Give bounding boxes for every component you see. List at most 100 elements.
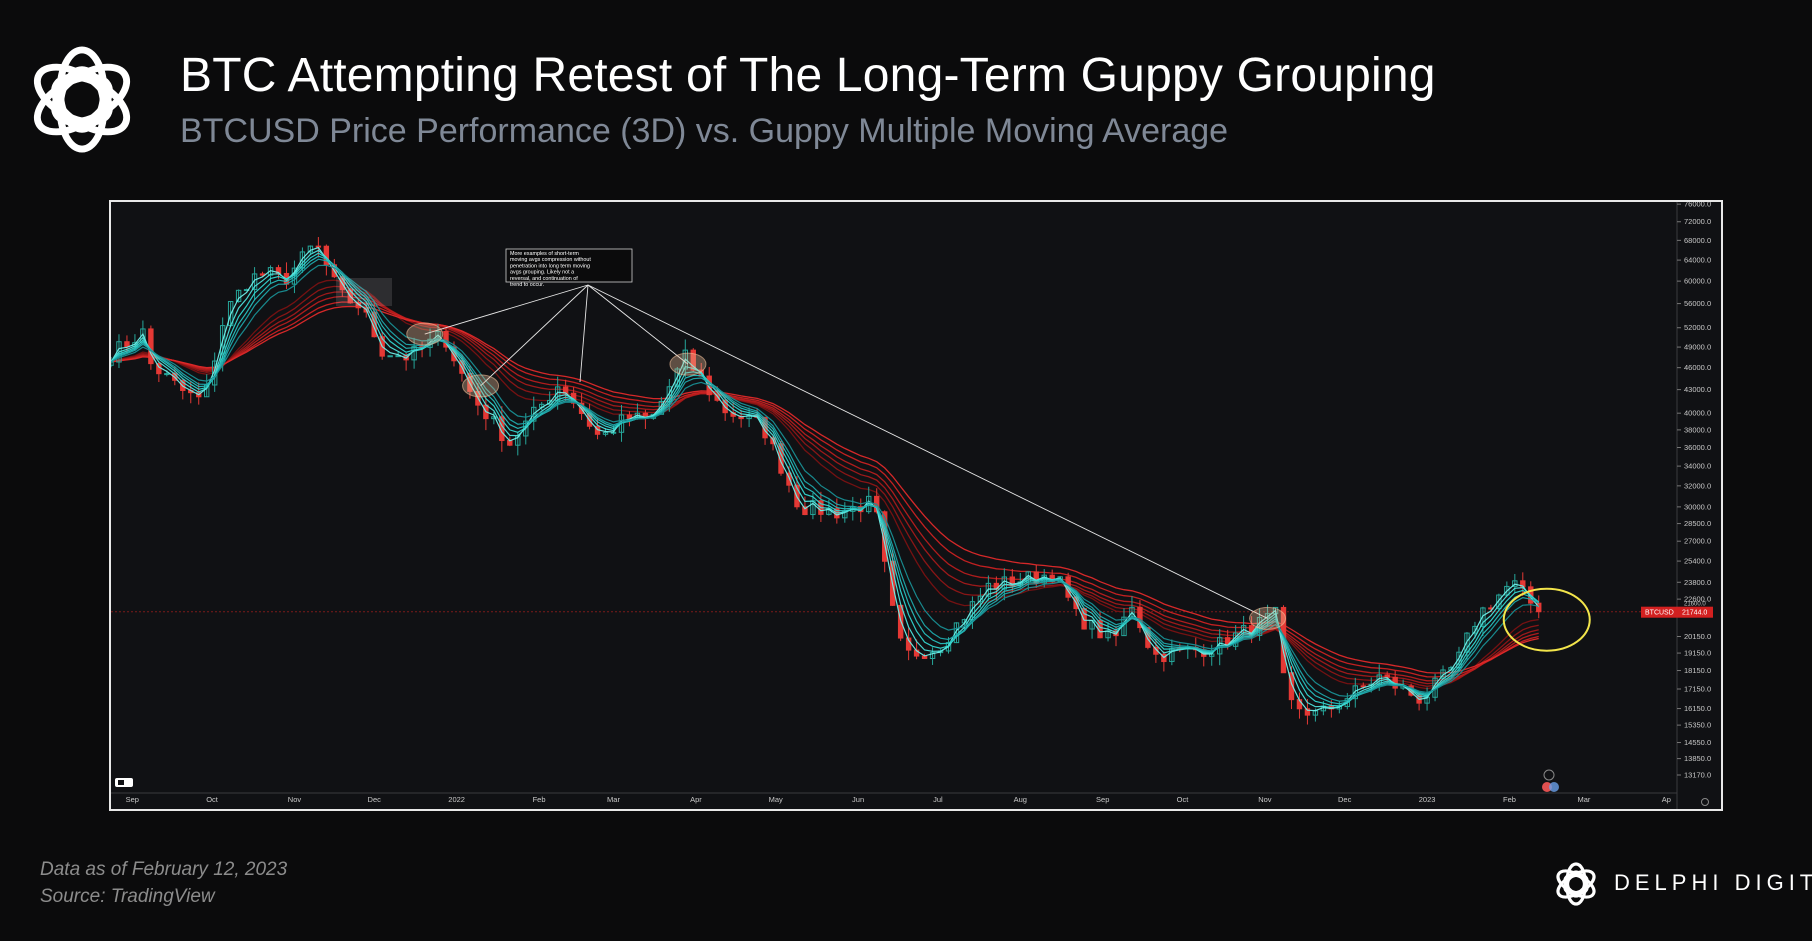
price-tick-label: 28500.0 [1684,519,1711,528]
short-term-ema-8 [111,264,1539,697]
price-tick-label: 18150.0 [1684,666,1711,675]
price-tick-label: 38000.0 [1684,425,1711,434]
price-overlap-label: 21600.0 [1684,602,1706,608]
annotation-arrow [424,284,589,335]
settings-gear-icon [1701,798,1709,806]
price-chart[interactable]: More examples of short-term moving avgs c… [111,202,1721,809]
candle [929,647,936,665]
candle-body [315,245,322,248]
candle-body [387,355,393,358]
price-tick-label: 27000.0 [1684,537,1711,546]
price-tick-label: 20150.0 [1684,632,1711,641]
candle-body [1304,708,1311,716]
time-tick-label: Nov [288,795,302,804]
time-tick-label: Jun [852,795,864,804]
candle [985,575,992,601]
chart-panel[interactable]: More examples of short-term moving avgs c… [109,200,1723,811]
time-tick-label: Aug [1014,795,1027,804]
price-tick-label: 30000.0 [1684,502,1711,511]
price-tick-label: 72000.0 [1684,217,1711,226]
annotation-box [505,248,633,283]
candle-body [235,289,242,303]
candle-body [977,595,984,603]
price-tick-label: 17150.0 [1684,684,1711,693]
page-subtitle: BTCUSD Price Performance (3D) vs. Guppy … [180,112,1229,150]
event-earnings-icon [1549,782,1559,792]
short-term-ema-6 [111,258,1539,702]
time-tick-label: Apr [690,795,702,804]
candle-body [148,328,154,365]
short-term-ema-2 [111,246,1540,712]
candle-body [1009,576,1016,587]
price-tick-label: 56000.0 [1684,299,1711,308]
brand-name: DELPHI DIGITAL [1614,870,1812,895]
long-term-ema-31 [111,305,1539,674]
candle-body [251,273,258,291]
candle-body [491,416,497,420]
time-tick-label: Ap [1662,795,1671,804]
brand-mark: DELPHI DIGITAL [1552,858,1812,910]
candle [1512,573,1518,594]
time-tick-label: 2023 [1419,795,1436,804]
footer-notes: Data as of February 12, 2023 Source: Tra… [40,856,287,910]
candle-body [786,472,792,486]
time-tick-label: Dec [368,795,382,804]
annotation-arrow [480,284,589,387]
candle [251,267,258,301]
candle-body [1512,580,1518,587]
time-tick-label: Sep [126,795,139,804]
candle [802,496,808,516]
time-tick-label: Jul [933,795,943,804]
candle [235,289,242,303]
price-tick-label: 68000.0 [1684,236,1711,245]
candle [1480,606,1486,637]
time-tick-label: 2022 [448,795,465,804]
price-tick-label: 36000.0 [1684,443,1711,452]
short-term-ema-5 [111,255,1540,705]
price-tick-label: 15350.0 [1684,721,1711,730]
price-tick-label: 76000.0 [1684,202,1711,209]
time-tick-label: Oct [1177,795,1190,804]
tv-logo-mark [118,780,124,785]
price-tick-label: 19150.0 [1684,649,1711,658]
annotation-arrow [587,284,689,365]
candle-body [929,652,936,659]
price-tick-label: 13850.0 [1684,754,1711,763]
price-badge-symbol: BTCUSD [1645,610,1674,617]
candle [111,356,114,368]
price-tick-label: 22600.0 [1684,595,1711,604]
candle-body [1033,571,1039,584]
event-flag-icon [1543,769,1555,781]
price-axis: 76000.0 72000.0 68000.0 64000.0 60000.0 56000… [1676,202,1711,809]
price-tick-label: 14550.0 [1684,738,1711,747]
price-badge: BTCUSD 21744.0 [1641,606,1713,618]
candle-body [1352,685,1358,700]
delphi-knot-icon [1556,862,1596,906]
candle-body [124,341,130,348]
candle-body [682,349,688,370]
time-tick-label: Nov [1258,795,1272,804]
annotation-callout: More examples of short-term moving avgs c… [505,248,633,288]
price-tick-label: 23800.0 [1684,578,1711,587]
candle [682,339,688,378]
candle [1352,677,1358,708]
candle [690,348,696,372]
short-term-ema-3 [111,249,1540,709]
candle-body [1480,607,1486,627]
time-tick-label: Feb [1503,795,1516,804]
target-highlight-circle [1502,587,1591,652]
candle-body [714,394,720,401]
time-tick-label: Dec [1338,795,1352,804]
candle-body [802,506,808,516]
candle-body [985,582,992,597]
price-tick-label: 52000.0 [1684,323,1711,332]
time-tick-label: Feb [533,795,546,804]
tradingview-logo-icon [115,778,133,787]
event-dividend-icon [1542,782,1552,792]
price-tick-label: 60000.0 [1684,277,1711,286]
price-tick-label: 64000.0 [1684,256,1711,265]
candle [491,411,497,425]
delphi-knot-icon [33,46,131,153]
candle [1304,699,1311,725]
time-tick-label: May [769,795,783,804]
